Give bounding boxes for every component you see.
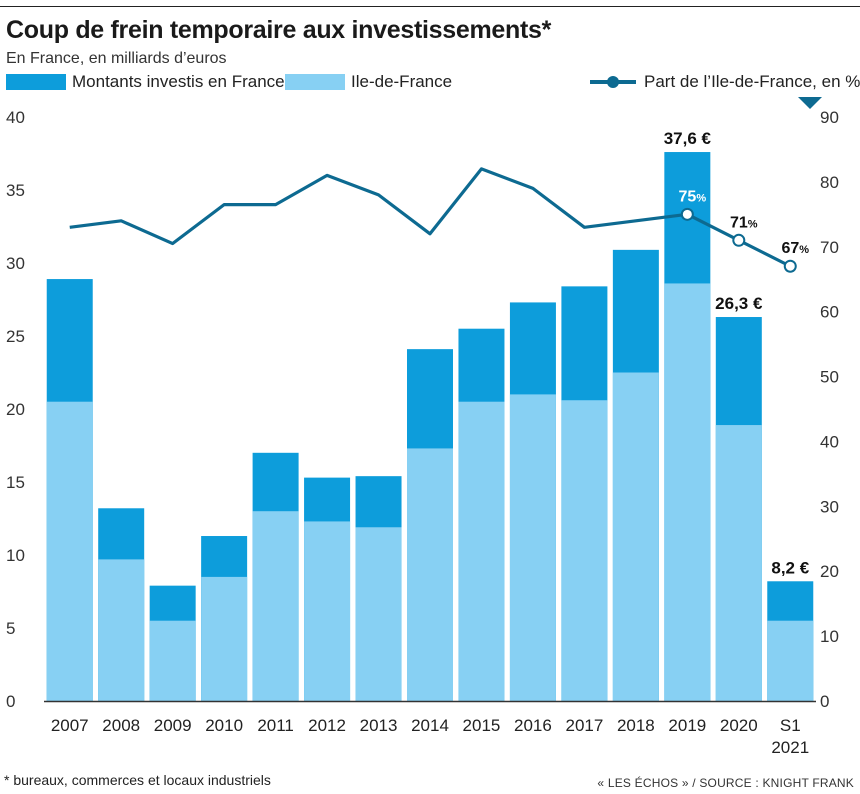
footnote: * bureaux, commerces et locaux industrie… [4,772,271,788]
legend-label-total: Montants investis en France [72,72,285,91]
legend-label-share: Part de l’Ile-de-France, en % [644,72,860,91]
bar-idf [304,521,351,701]
bar-idf [201,576,248,701]
bar-idf [458,401,505,701]
legend-label-idf: Ile-de-France [351,72,453,91]
x-axis-tick-label: 2011 [257,716,294,735]
left-axis-tick-label: 35 [6,181,25,200]
share-value-label: 67% [781,240,809,257]
left-axis-tick-label: 15 [6,473,25,492]
bar-idf [767,620,814,701]
right-axis-tick-label: 30 [820,497,839,516]
bar-idf [664,283,711,701]
left-axis-tick-label: 30 [6,254,25,273]
share-point-marker [783,259,797,273]
right-axis-tick-label: 80 [820,173,839,192]
x-axis-tick-label: 2017 [565,716,603,735]
x-axis-tick-label: 2015 [463,716,501,735]
left-axis-tick-label: 20 [6,400,25,419]
x-axis-tick-label: 2021 [771,738,809,757]
bar-idf [612,372,659,701]
right-axis-tick-label: 20 [820,562,839,581]
right-axis-tick-label: 10 [820,627,839,646]
right-axis-marker [798,97,822,109]
legend-item-total: Montants investis en France [6,72,285,92]
left-axis-tick-label: 25 [6,327,25,346]
right-axis-tick-label: 50 [820,368,839,387]
bar-idf [98,559,145,701]
top-rule [0,6,860,7]
share-line [69,167,791,268]
share-value-label: 75% [679,188,707,205]
share-point-marker [732,233,746,247]
x-axis-tick-label: 2019 [668,716,706,735]
chart-title: Coup de frein temporaire aux investissem… [6,16,552,44]
bar-idf [715,425,762,701]
x-axis-tick-label: 2009 [154,716,192,735]
bar-value-label: 8,2 € [771,558,809,577]
bar-idf [149,620,196,701]
bar-idf [407,448,453,701]
left-axis-tick-label: 10 [6,546,25,565]
right-axis-tick-label: 60 [820,303,839,322]
x-axis-tick-label: S1 [780,716,801,735]
right-axis-tick-label: 70 [820,238,839,257]
source-credit: « LES ÉCHOS » / SOURCE : KNIGHT FRANK [597,776,854,790]
bar-idf [252,511,299,701]
x-axis-tick-label: 2016 [514,716,552,735]
right-axis-tick-label: 40 [820,432,839,451]
right-axis-tick-label: 90 [820,108,839,127]
x-axis-tick-label: 2012 [308,716,346,735]
share-value-label: 71% [730,214,758,231]
bar-value-label: 26,3 € [715,294,763,313]
left-axis-tick-label: 5 [6,619,15,638]
x-axis-tick-label: 2008 [102,716,140,735]
legend-swatch-idf [285,74,345,90]
x-axis-tick-label: 2013 [360,716,398,735]
left-axis-tick-label: 0 [6,692,15,711]
legend-line-share [590,76,636,88]
bar-idf [561,400,608,701]
x-axis-tick-label: 2020 [720,716,758,735]
legend-item-share: Part de l’Ile-de-France, en % [590,72,860,92]
x-axis-tick-label: 2014 [411,716,449,735]
legend-item-idf: Ile-de-France [285,72,452,92]
right-axis-tick-label: 0 [820,692,829,711]
bar-idf [509,394,556,701]
left-axis-tick-label: 40 [6,108,25,127]
legend-swatch-total [6,74,66,90]
chart-subtitle: En France, en milliards d’euros [6,50,227,67]
x-axis-tick-label: 2007 [51,716,89,735]
x-axis-tick-label: 2018 [617,716,655,735]
share-point-marker [680,207,694,221]
bar-value-label: 37,6 € [664,129,712,148]
bar-idf [46,401,93,701]
bar-idf [355,527,402,701]
x-axis-tick-label: 2010 [205,716,243,735]
